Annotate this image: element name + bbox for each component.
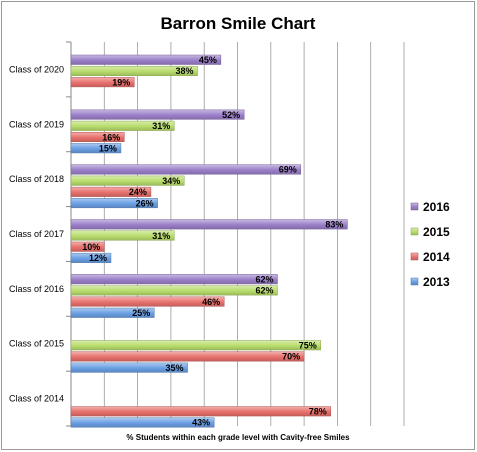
data-label: 52% xyxy=(222,110,240,120)
category-label: Class of 2019 xyxy=(9,119,64,129)
data-label: 78% xyxy=(309,407,327,417)
data-label: 62% xyxy=(255,286,273,296)
bar-2013 xyxy=(70,307,155,318)
data-label: 10% xyxy=(82,242,100,252)
data-label: 19% xyxy=(112,77,130,87)
category-label: Class of 2014 xyxy=(9,394,64,404)
data-label: 16% xyxy=(102,132,120,142)
bar-2014 xyxy=(70,406,331,417)
data-label: 75% xyxy=(299,340,317,350)
bar-2015 xyxy=(70,340,321,351)
legend: 2016 2015 2014 2013 xyxy=(410,200,450,289)
category-label: Class of 2018 xyxy=(9,174,64,184)
bars xyxy=(70,54,348,428)
bar-2016 xyxy=(70,54,222,65)
data-label: 69% xyxy=(279,165,297,175)
bar-2015 xyxy=(70,230,175,241)
legend-swatch xyxy=(410,252,419,261)
bar-2016 xyxy=(70,164,302,175)
bar-2015 xyxy=(70,175,185,186)
bar-2015 xyxy=(70,120,175,131)
bar-2013 xyxy=(70,143,122,154)
bar-2014 xyxy=(70,296,225,307)
data-label: 25% xyxy=(132,308,150,318)
data-label: 34% xyxy=(162,176,180,186)
data-label: 26% xyxy=(136,198,154,208)
category-label: Class of 2017 xyxy=(9,229,64,239)
data-label: 31% xyxy=(152,121,170,131)
data-label: 62% xyxy=(255,274,273,284)
bar-2013 xyxy=(70,252,112,263)
data-label: 15% xyxy=(99,143,117,153)
bar-2013 xyxy=(70,198,158,209)
x-axis-label: % Students within each grade level with … xyxy=(126,433,350,442)
bar-2014 xyxy=(70,186,152,197)
legend-label: 2013 xyxy=(423,275,450,289)
category-label: Class of 2020 xyxy=(9,64,64,74)
legend-label: 2014 xyxy=(423,250,450,264)
data-label: 43% xyxy=(192,418,210,428)
bar-2016 xyxy=(70,219,348,230)
legend-label: 2015 xyxy=(423,225,450,239)
legend-swatch xyxy=(410,277,419,286)
data-label: 24% xyxy=(129,187,147,197)
data-label: 31% xyxy=(152,231,170,241)
bar-2014 xyxy=(70,241,105,252)
data-label: 38% xyxy=(176,66,194,76)
bar-2013 xyxy=(70,417,215,428)
legend-label: 2016 xyxy=(423,200,450,214)
data-label: 46% xyxy=(202,297,220,307)
bar-2015 xyxy=(70,285,278,296)
grid-lines xyxy=(66,41,405,427)
legend-swatch xyxy=(410,202,419,211)
category-label: Class of 2016 xyxy=(9,284,64,294)
bar-2015 xyxy=(70,65,198,76)
data-label: 83% xyxy=(325,220,343,230)
category-label: Class of 2015 xyxy=(9,339,64,349)
data-label: 70% xyxy=(282,352,300,362)
data-label: 12% xyxy=(89,253,107,263)
data-label: 45% xyxy=(199,55,217,65)
chart-title: Barron Smile Chart xyxy=(161,14,316,33)
bar-2016 xyxy=(70,274,278,285)
bar-2016 xyxy=(70,109,245,120)
bar-2014 xyxy=(70,77,135,88)
legend-swatch xyxy=(410,227,419,236)
data-label: 35% xyxy=(166,363,184,373)
bar-2014 xyxy=(70,351,305,362)
bar-2013 xyxy=(70,362,188,373)
bar-2014 xyxy=(70,132,125,143)
labels: Class of 2020 45% 38% 19% Class of 2019 52% 31… xyxy=(9,55,343,428)
